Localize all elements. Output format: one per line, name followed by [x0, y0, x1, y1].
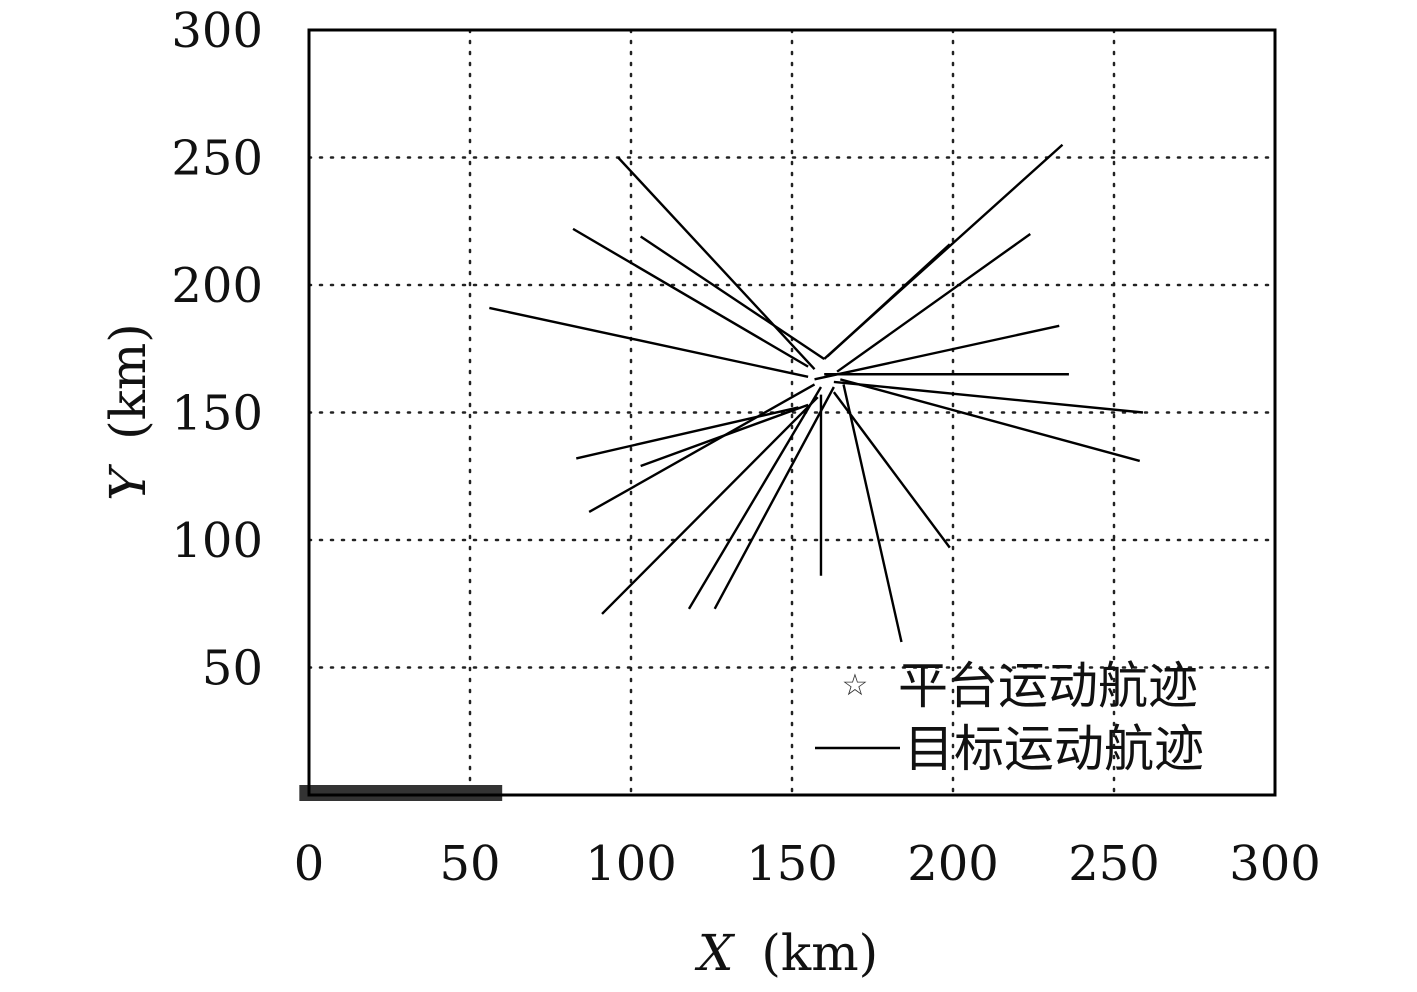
- target-track: [588, 383, 816, 513]
- target-track: [814, 324, 1060, 381]
- target-track: [572, 227, 809, 368]
- target-track: [601, 396, 819, 615]
- target-track: [575, 406, 799, 460]
- plot-frame: [307, 28, 1277, 797]
- x-tick-label: 0: [294, 836, 325, 892]
- x-tick-label: 50: [439, 836, 500, 892]
- y-tick-label: 200: [171, 258, 263, 314]
- target-track: [842, 384, 903, 643]
- y-tick-label: 150: [171, 386, 263, 442]
- legend-label-target: 目标运动航迹: [904, 720, 1204, 778]
- legend-marker-star: ☆: [842, 668, 869, 703]
- legend-label-platform: 平台运动航迹: [898, 657, 1198, 715]
- y-tick-label: 50: [202, 641, 263, 697]
- grid: [307, 28, 1277, 797]
- y-tick-label: 250: [171, 131, 263, 187]
- target-track: [617, 156, 816, 370]
- y-axis-label: Y (km): [99, 323, 157, 501]
- y-axis-label-unit: (km): [99, 323, 157, 440]
- y-tick-label: 300: [171, 3, 263, 59]
- target-track: [639, 235, 825, 360]
- x-tick-label: 250: [1068, 836, 1160, 892]
- target-track: [832, 391, 951, 549]
- x-axis-label-var: X: [694, 924, 736, 982]
- x-tick-labels: 0 50 100 150 200 250 300: [294, 836, 1321, 892]
- legend: ☆ 平台运动航迹 目标运动航迹: [815, 657, 1204, 778]
- x-axis-label: X (km): [694, 924, 878, 982]
- y-tick-label: 100: [171, 513, 263, 569]
- target-track: [489, 306, 809, 378]
- y-axis-label-var: Y: [99, 464, 157, 501]
- target-track: [713, 386, 835, 610]
- target-tracks: [489, 143, 1144, 643]
- target-track: [839, 378, 1141, 463]
- target-track: [687, 386, 823, 610]
- target-track: [826, 243, 951, 358]
- x-tick-label: 100: [585, 836, 677, 892]
- x-tick-label: 200: [907, 836, 999, 892]
- x-tick-label: 300: [1229, 836, 1321, 892]
- target-track: [833, 380, 1144, 414]
- y-tick-labels: 50 100 150 200 250 300: [171, 3, 263, 697]
- target-track: [836, 233, 1031, 373]
- x-tick-label: 150: [746, 836, 838, 892]
- x-axis-label-unit: (km): [761, 924, 878, 982]
